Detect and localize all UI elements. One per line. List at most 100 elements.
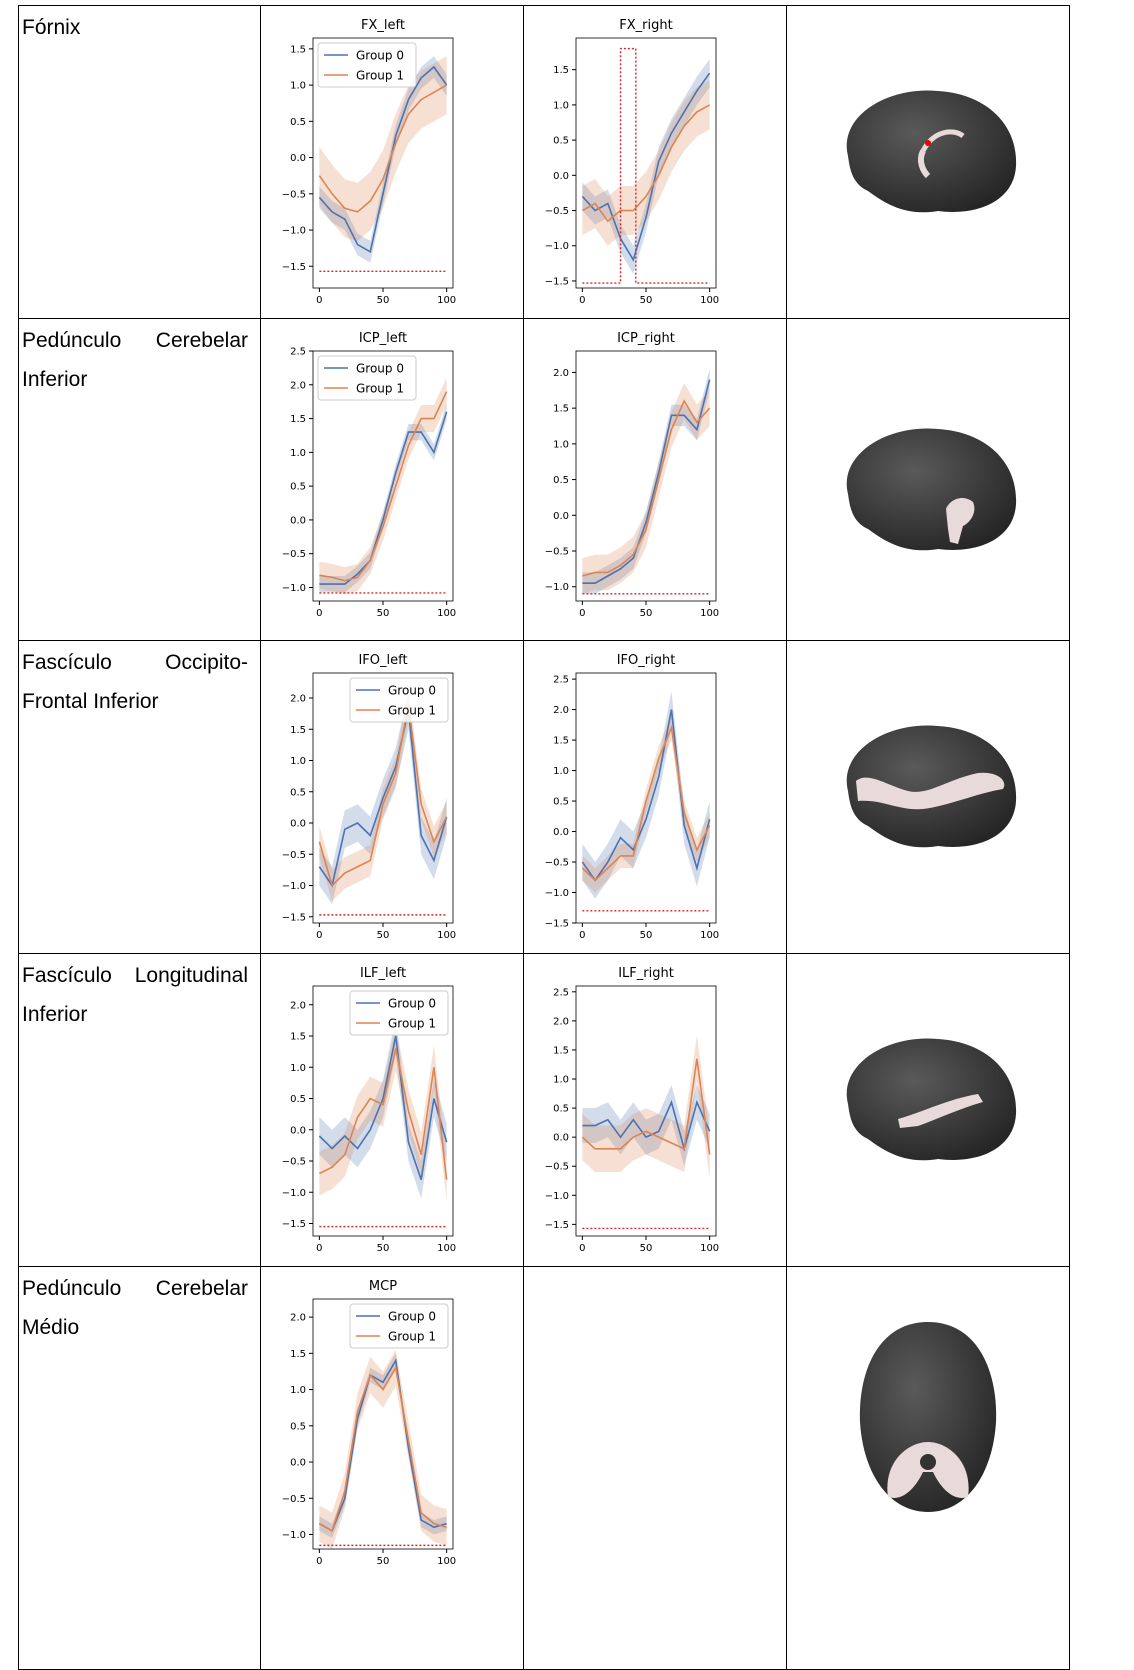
error-band: [582, 80, 710, 246]
y-tick-label: 2.0: [553, 368, 569, 379]
x-tick-label: 0: [316, 295, 322, 306]
y-tick-label: −1.0: [282, 1188, 306, 1199]
x-tick-label: 0: [579, 930, 585, 941]
row: Pedúnculo Cerebelar Médio MCP −1.0 −0.5 0.0…: [18, 1266, 1070, 1670]
y-tick-label: 1.0: [290, 756, 306, 767]
chart-title: ICP_right: [617, 331, 675, 346]
error-band: [582, 1084, 710, 1167]
plot-frame: [575, 350, 717, 602]
y-tick-label: 2.0: [290, 380, 306, 391]
series-line: [582, 379, 711, 584]
y-tick-label: 0.0: [553, 1133, 569, 1144]
row: Pedúnculo Cerebelar Inferior ICP_left −1.…: [18, 318, 1070, 641]
legend-label: Group 0: [388, 997, 436, 1011]
y-tick-label: −1.0: [545, 582, 569, 593]
x-tick-label: 0: [579, 295, 585, 306]
row-label: Pedúnculo Cerebelar Médio: [18, 1266, 261, 1670]
y-tick-label: −0.5: [282, 189, 306, 200]
y-tick-label: 0.5: [290, 117, 306, 128]
legend-label: Group 0: [356, 49, 404, 63]
series-line: [318, 1365, 447, 1533]
error-band: [319, 56, 447, 241]
y-tick-label: 1.5: [553, 65, 569, 76]
series-line: [318, 84, 448, 213]
chart-cell: FX_left −1.5 −1.0 −0.5 0.0 0.5 1.0 1.5 0 50 100 Gro…: [260, 5, 524, 319]
x-tick-label: 100: [700, 1243, 719, 1254]
series-line: [581, 72, 711, 262]
y-tick-label: 1.5: [290, 1349, 306, 1360]
y-tick-label: 0.5: [553, 475, 569, 486]
x-tick-label: 100: [700, 295, 719, 306]
legend-label: Group 1: [356, 382, 404, 396]
legend-box: [317, 355, 417, 401]
legend-box: [349, 1303, 449, 1349]
y-tick-label: 0.0: [290, 515, 306, 526]
chart: FX_right −1.5 −1.0 −0.5 0.0 0.5 1.0 1.5 0 50 100: [545, 18, 719, 306]
table: Fórnix FX_left −1.5 −1.0 −0.5 0.0 0.5 1.0 1.5 0 5…: [18, 5, 1070, 1670]
chart-cell: FX_right −1.5 −1.0 −0.5 0.0 0.5 1.0 1.5 0 50 100: [523, 5, 787, 319]
chart: ICP_right −1.0 −0.5 0.0 0.5 1.0 1.5 2.0 0 50 100: [545, 331, 719, 619]
chart-cell: IFO_left −1.5 −1.0 −0.5 0.0 0.5 1.0 1.5 2.0 0 50 10…: [260, 640, 524, 954]
y-tick-label: 1.5: [553, 1045, 569, 1056]
x-tick-label: 50: [377, 295, 390, 306]
y-tick-label: 0.5: [553, 136, 569, 147]
series-line: [581, 724, 711, 882]
chart-title: ILF_left: [360, 966, 406, 981]
y-tick-label: −0.5: [545, 206, 569, 217]
y-tick-label: 0.5: [553, 1104, 569, 1115]
y-tick-label: −0.5: [282, 1494, 306, 1505]
series-line: [318, 710, 448, 888]
y-tick-label: 0.5: [290, 787, 306, 798]
series-line: [581, 104, 711, 223]
y-tick-label: −1.5: [282, 262, 306, 273]
row-label: Fórnix: [18, 5, 261, 319]
y-tick-label: 2.0: [290, 1313, 306, 1324]
chart: MCP −1.0 −0.5 0.0 0.5 1.0 1.5 2.0 0 50 100 Group 0 G…: [282, 1279, 456, 1567]
row-label: Fascículo Occipito-Frontal Inferior: [18, 640, 261, 954]
y-tick-label: 2.0: [553, 1016, 569, 1027]
y-tick-label: 0.5: [290, 482, 306, 493]
chart: FX_left −1.5 −1.0 −0.5 0.0 0.5 1.0 1.5 0 50 100 Gro…: [282, 18, 456, 306]
series-line: [582, 399, 711, 577]
x-tick-label: 0: [579, 1243, 585, 1254]
y-tick-label: 1.5: [553, 736, 569, 747]
x-tick-label: 100: [437, 1556, 456, 1567]
x-tick-label: 50: [377, 1556, 390, 1567]
brain-image: [846, 90, 1017, 213]
brain-cell: [786, 318, 1070, 641]
chart: ILF_right −1.5 −1.0 −0.5 0.0 0.5 1.0 1.5 2.0 2.5 0…: [545, 966, 719, 1254]
empty-cell: [523, 1266, 787, 1670]
y-tick-label: 1.5: [290, 44, 306, 55]
brain-image: [846, 428, 1017, 551]
x-tick-label: 100: [437, 608, 456, 619]
x-tick-label: 0: [316, 1243, 322, 1254]
legend-label: Group 0: [388, 1310, 436, 1324]
chart-cell: ICP_left −1.0 −0.5 0.0 0.5 1.0 1.5 2.0 2.5 0 50 100…: [260, 318, 524, 641]
brain-cell: [786, 1266, 1070, 1670]
brain-cell: [786, 640, 1070, 954]
y-tick-label: −1.5: [545, 919, 569, 930]
legend-label: Group 1: [388, 1017, 436, 1031]
row-label: Pedúnculo Cerebelar Inferior: [18, 318, 261, 641]
y-tick-label: 2.5: [290, 347, 306, 358]
x-tick-label: 100: [437, 930, 456, 941]
series-line: [582, 1099, 711, 1152]
brain-image: [846, 1038, 1017, 1161]
chart-cell: ILF_right −1.5 −1.0 −0.5 0.0 0.5 1.0 1.5 2.0 2.5 0…: [523, 953, 787, 1267]
legend-label: Group 0: [356, 362, 404, 376]
y-tick-label: 0.0: [553, 511, 569, 522]
series-line: [581, 709, 711, 882]
legend-label: Group 1: [388, 1330, 436, 1344]
y-tick-label: 0.0: [553, 171, 569, 182]
plot-frame: [312, 985, 454, 1237]
y-tick-label: 1.5: [553, 404, 569, 415]
y-tick-label: 1.0: [290, 1385, 306, 1396]
y-tick-label: −1.0: [282, 226, 306, 237]
y-tick-label: 1.0: [553, 766, 569, 777]
y-tick-label: −1.0: [545, 241, 569, 252]
x-tick-label: 100: [700, 930, 719, 941]
y-tick-label: 1.0: [553, 100, 569, 111]
legend-box: [349, 677, 449, 723]
brain-image: [859, 1322, 997, 1512]
